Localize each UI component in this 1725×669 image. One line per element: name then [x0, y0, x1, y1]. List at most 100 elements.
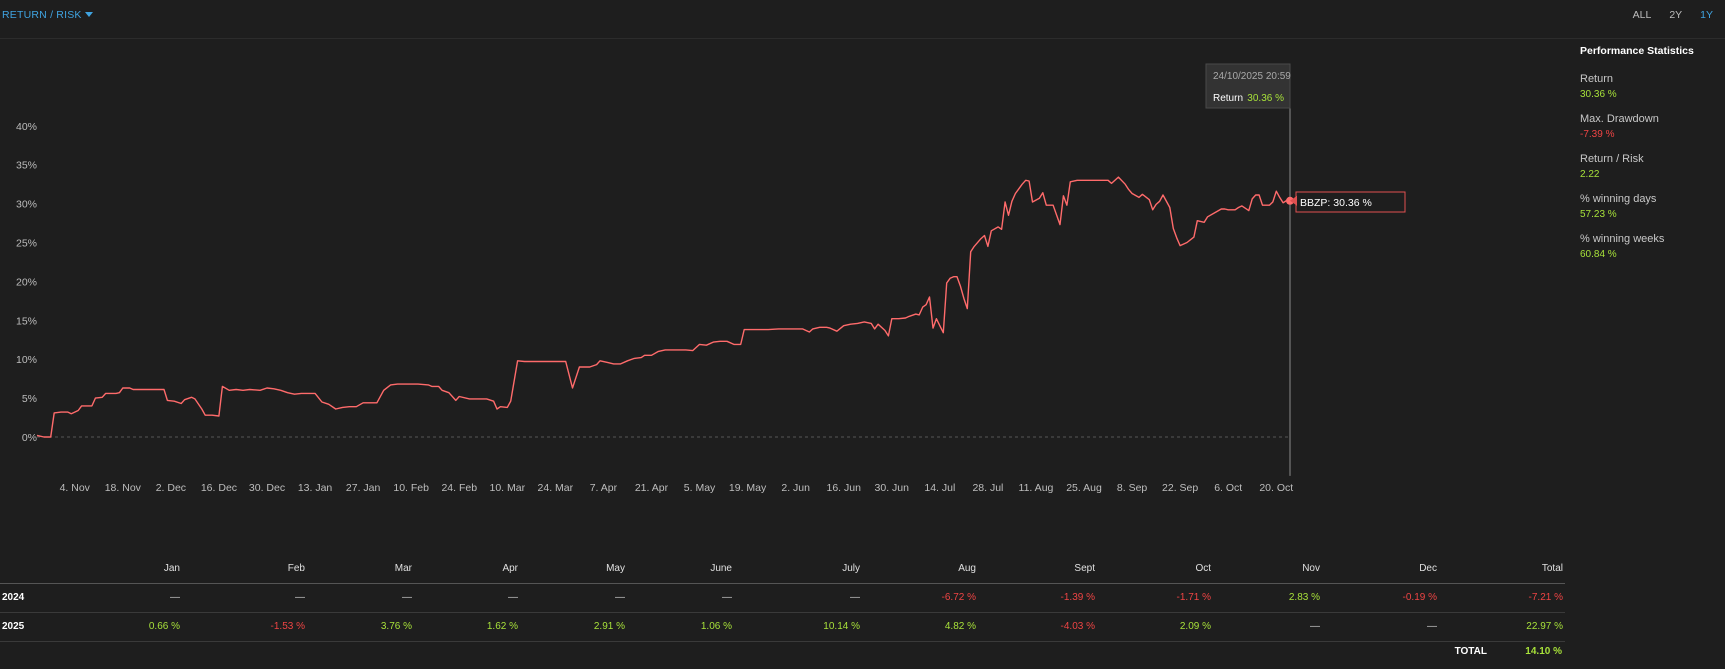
stat-label: % winning days [1580, 193, 1657, 205]
tooltip-value: 30.36 % [1247, 93, 1284, 104]
x-tick-label: 11. Aug [1019, 482, 1054, 494]
stat-value: -7.39 % [1580, 129, 1615, 140]
stat-label: Max. Drawdown [1580, 113, 1659, 125]
range-1y-button[interactable]: 1Y [1700, 9, 1713, 21]
table-cell: -6.72 % [941, 592, 976, 603]
performance-statistics-panel: Performance Statistics Return 30.36 % Ma… [1580, 45, 1720, 273]
stat-label: Return / Risk [1580, 153, 1644, 165]
table-cell: — [170, 592, 180, 603]
x-tick-label: 14. Jul [924, 482, 955, 494]
x-tick-label: 30. Dec [249, 482, 285, 494]
table-cell: 1.06 % [700, 621, 732, 632]
stat-value: 60.84 % [1580, 249, 1617, 260]
x-tick-label: 20. Oct [1259, 482, 1293, 494]
column-header: May [606, 563, 625, 574]
stat-value: 57.23 % [1580, 209, 1617, 220]
x-tick-label: 18. Nov [105, 482, 142, 494]
table-cell: -4.03 % [1060, 621, 1095, 632]
table-row: 2025 0.66 % -1.53 % 3.76 % 1.62 % 2.91 % 1.06 … [0, 613, 1565, 642]
table-cell: — [722, 592, 732, 603]
column-header: Jan [163, 563, 180, 574]
x-tick-label: 6. Oct [1214, 482, 1242, 494]
table-cell: 1.62 % [486, 621, 518, 632]
tooltip-label: Return [1213, 93, 1243, 104]
table-cell: — [850, 592, 860, 603]
x-tick-label: 24. Mar [538, 482, 574, 494]
table-cell: — [615, 592, 625, 603]
series-label-pointer [1290, 195, 1297, 206]
column-header: Nov [1302, 563, 1320, 574]
table-row: 2024 — — — — — — — -6.72 % -1.39 % -1.71 % 2.83 % -0… [0, 584, 1565, 613]
y-tick-label: 35% [16, 160, 37, 172]
x-tick-label: 10. Mar [489, 482, 525, 494]
stat-label: % winning weeks [1580, 233, 1665, 245]
stats-title: Performance Statistics [1580, 45, 1694, 57]
x-tick-label: 16. Dec [201, 482, 237, 494]
table-cell: — [508, 592, 518, 603]
table-cell: -1.39 % [1060, 592, 1095, 603]
table-cell: 2.83 % [1288, 592, 1320, 603]
table-cell: — [295, 592, 305, 603]
x-tick-label: 10. Feb [393, 482, 429, 494]
table-cell: -0.19 % [1402, 592, 1437, 603]
x-tick-label: 25. Aug [1066, 482, 1102, 494]
range-selector: ALL 2Y 1Y [1633, 9, 1713, 21]
caret-down-icon [84, 12, 93, 17]
table-cell: -1.71 % [1176, 592, 1211, 603]
tooltip-box [1205, 63, 1291, 109]
x-tick-label: 19. May [729, 482, 767, 494]
table-cell: 10.14 % [823, 621, 860, 632]
stat-winning-weeks: % winning weeks 60.84 % [1580, 233, 1720, 260]
y-tick-label: 25% [16, 238, 37, 250]
range-all-button[interactable]: ALL [1632, 9, 1652, 21]
series-line-bbzp [36, 176, 1291, 438]
y-tick-label: 40% [16, 121, 37, 133]
view-dropdown[interactable]: RETURN / RISK [2, 9, 93, 21]
x-tick-label: 7. Apr [590, 482, 618, 494]
table-cell: -7.21 % [1528, 592, 1563, 603]
table-cell: 0.66 % [148, 621, 180, 632]
total-value: 14.10 % [1525, 646, 1562, 657]
x-tick-label: 2. Dec [156, 482, 186, 494]
column-header: Total [1541, 563, 1563, 574]
column-header: Feb [287, 563, 305, 574]
y-tick-label: 30% [16, 199, 37, 211]
x-tick-label: 13. Jan [298, 482, 333, 494]
return-chart[interactable]: 0% 5% 10% 15% 20% 25% 30% 35% 40% 4. Nov 18. Nov 2.… [0, 38, 1570, 558]
column-header: July [842, 563, 860, 574]
stat-return-risk: Return / Risk 2.22 [1580, 153, 1720, 180]
x-tick-label: 24. Feb [441, 482, 477, 494]
x-tick-label: 21. Apr [635, 482, 669, 494]
table-cell: 3.76 % [380, 621, 412, 632]
x-tick-label: 4. Nov [60, 482, 91, 494]
column-header: Oct [1195, 563, 1211, 574]
x-tick-label: 5. May [684, 482, 716, 494]
table-cell: — [402, 592, 412, 603]
y-tick-label: 0% [22, 432, 37, 444]
year-label: 2025 [2, 621, 25, 632]
stat-label: Return [1580, 73, 1614, 85]
table-header-row: Jan Feb Mar Apr May June July Aug Sept Oct Nov Dec T… [0, 555, 1565, 584]
total-row: TOTAL 14.10 % [0, 642, 1565, 664]
top-toolbar: RETURN / RISK ALL 2Y 1Y [0, 0, 1725, 39]
y-tick-label: 10% [16, 354, 37, 366]
table-cell: 4.82 % [944, 621, 976, 632]
y-tick-label: 20% [16, 276, 37, 288]
table-cell: 22.97 % [1526, 621, 1563, 632]
x-tick-label: 30. Jun [875, 482, 910, 494]
table-cell: — [1427, 621, 1437, 632]
column-header: Aug [958, 563, 976, 574]
x-tick-label: 2. Jun [781, 482, 810, 494]
stat-return: Return 30.36 % [1580, 73, 1720, 100]
stat-value: 30.36 % [1580, 89, 1617, 100]
stat-winning-days: % winning days 57.23 % [1580, 193, 1720, 220]
tooltip-date: 24/10/2025 20:59 [1213, 71, 1291, 82]
column-header: Apr [502, 563, 518, 574]
table-cell: — [1310, 621, 1320, 632]
range-2y-button[interactable]: 2Y [1669, 9, 1683, 21]
column-header: Mar [394, 563, 412, 574]
column-header: Sept [1074, 563, 1095, 574]
x-tick-label: 28. Jul [972, 482, 1003, 494]
total-label: TOTAL [1454, 646, 1487, 657]
x-tick-label: 22. Sep [1162, 482, 1198, 494]
